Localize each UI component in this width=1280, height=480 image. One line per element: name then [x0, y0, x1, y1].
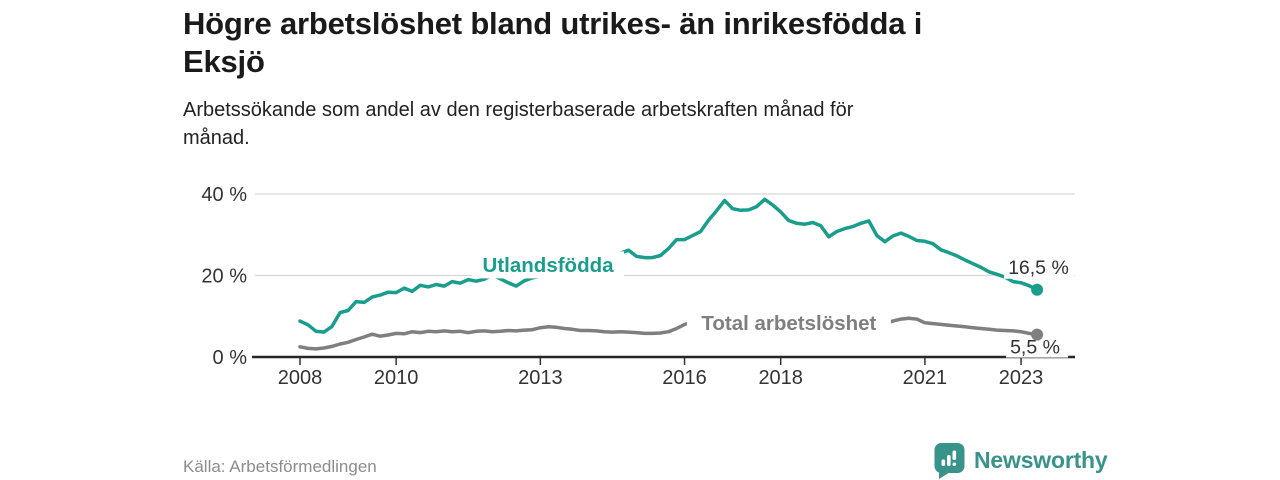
- source-note: Källa: Arbetsförmedlingen: [183, 457, 377, 476]
- series-line-1: [298, 316, 1039, 351]
- x-tick-label-2016: 2016: [662, 367, 707, 389]
- newsworthy-logo[interactable]: Newsworthy: [933, 442, 1108, 479]
- series-line-0: [298, 197, 1039, 334]
- y-tick-label-20: 20 %: [201, 266, 247, 288]
- page-subtitle: Arbetssökande som andel av den registerb…: [183, 96, 1063, 152]
- page-subtitle-line-2: månad.: [183, 127, 250, 149]
- series-end-dot-0: [1031, 283, 1044, 296]
- y-tick-label-40: 40 %: [201, 184, 247, 206]
- series-label-bg-0: [472, 251, 625, 279]
- page-title: Högre arbetslöshet bland utrikes- än inr…: [183, 5, 1093, 81]
- x-tick-label-2008: 2008: [278, 367, 323, 389]
- y-tick-label-0: 0 %: [213, 347, 248, 369]
- series-end-dot-1: [1031, 328, 1044, 341]
- x-tick-label-2013: 2013: [518, 367, 563, 389]
- x-tick-label-2010: 2010: [374, 367, 419, 389]
- end-value-bg-0: [1004, 256, 1075, 279]
- series-label-0: Utlandsfödda: [483, 254, 615, 277]
- x-tick-label-2021: 2021: [903, 367, 948, 389]
- end-value-label-1: 5,5 %: [1010, 337, 1060, 359]
- series-label-bg-1: [686, 309, 891, 337]
- page-subtitle-line-1: Arbetssökande som andel av den registerb…: [183, 99, 854, 121]
- x-tick-label-2023: 2023: [999, 367, 1044, 389]
- page-title-line-1: Högre arbetslöshet bland utrikes- än inr…: [183, 6, 923, 41]
- end-value-bg-1: [1006, 337, 1069, 358]
- page-title-line-2: Eksjö: [183, 43, 265, 79]
- x-tick-label-2018: 2018: [758, 367, 803, 389]
- series-label-1: Total arbetslöshet: [701, 312, 876, 335]
- newsworthy-wordmark: Newsworthy: [974, 447, 1108, 473]
- end-value-label-0: 16,5 %: [1008, 257, 1069, 279]
- newsworthy-bubble-chart-icon: [934, 443, 965, 479]
